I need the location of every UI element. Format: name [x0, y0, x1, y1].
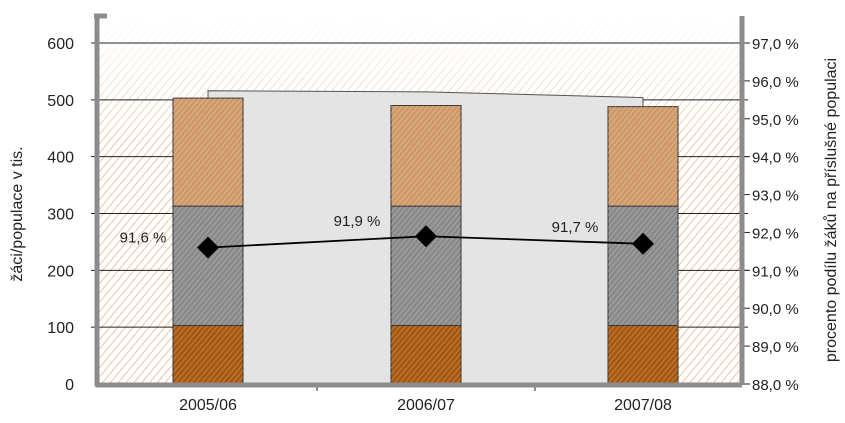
line-point: [415, 225, 437, 248]
y-axis-title: žáci/populace v tis.: [9, 146, 26, 281]
x-tick-label: 2005/06: [179, 397, 237, 414]
bar-stacks: 2005/06 2006/07 2007/08: [172, 97, 679, 414]
y2-tick-label: 95,0 %: [752, 112, 799, 129]
bar-segment-texture: [608, 206, 678, 326]
bar-segment-texture: [173, 206, 243, 326]
y-tick-label: 500: [47, 93, 74, 110]
y2-tick-label: 96,0 %: [752, 74, 799, 91]
line-point: [632, 232, 654, 255]
bar-segment-texture: [391, 206, 461, 326]
bar-segment-texture: [608, 325, 678, 384]
data-label: 91,6 %: [120, 230, 167, 247]
bar-stack: [607, 106, 679, 385]
bar-segment-texture: [608, 106, 678, 207]
percentage-line: 91,6 % 91,9 % 91,7 %: [120, 213, 654, 259]
bar-segment-texture: [391, 105, 461, 207]
data-label: 91,9 %: [334, 213, 381, 230]
data-label: 91,7 %: [552, 219, 599, 236]
y-tick-label: 600: [47, 36, 74, 53]
y-tick-label: 0: [65, 377, 74, 394]
y2-tick-label: 92,0 %: [752, 225, 799, 242]
y2-tick-label: 97,0 %: [752, 36, 799, 53]
y-tick-label: 400: [47, 150, 74, 167]
bar-stack: [172, 97, 244, 385]
y2-tick-label: 89,0 %: [752, 339, 799, 356]
y2-tick-label: 91,0 %: [752, 263, 799, 280]
bar-segment-texture: [173, 98, 243, 207]
axis-labels: žáci/populace v tis. procento podílu žák…: [9, 58, 840, 362]
y2-tick-label: 94,0 %: [752, 150, 799, 167]
bar-segment-texture: [173, 325, 243, 384]
y2-tick-label: 88,0 %: [752, 377, 799, 394]
y-tick-label: 100: [47, 320, 74, 337]
line-point: [197, 236, 219, 259]
y2-axis-title: procento podílu žáků na příslušné popula…: [822, 58, 840, 362]
y2-tick-label: 90,0 %: [752, 301, 799, 318]
axes: [94, 13, 745, 388]
bar-segment-texture: [391, 325, 461, 384]
axis-frame: [94, 16, 742, 388]
y-tick-label: 200: [47, 263, 74, 280]
x-tick-label: 2007/08: [614, 397, 672, 414]
y2-tick-label: 93,0 %: [752, 188, 799, 205]
x-tick-label: 2006/07: [397, 397, 455, 414]
y-tick-label: 300: [47, 207, 74, 224]
